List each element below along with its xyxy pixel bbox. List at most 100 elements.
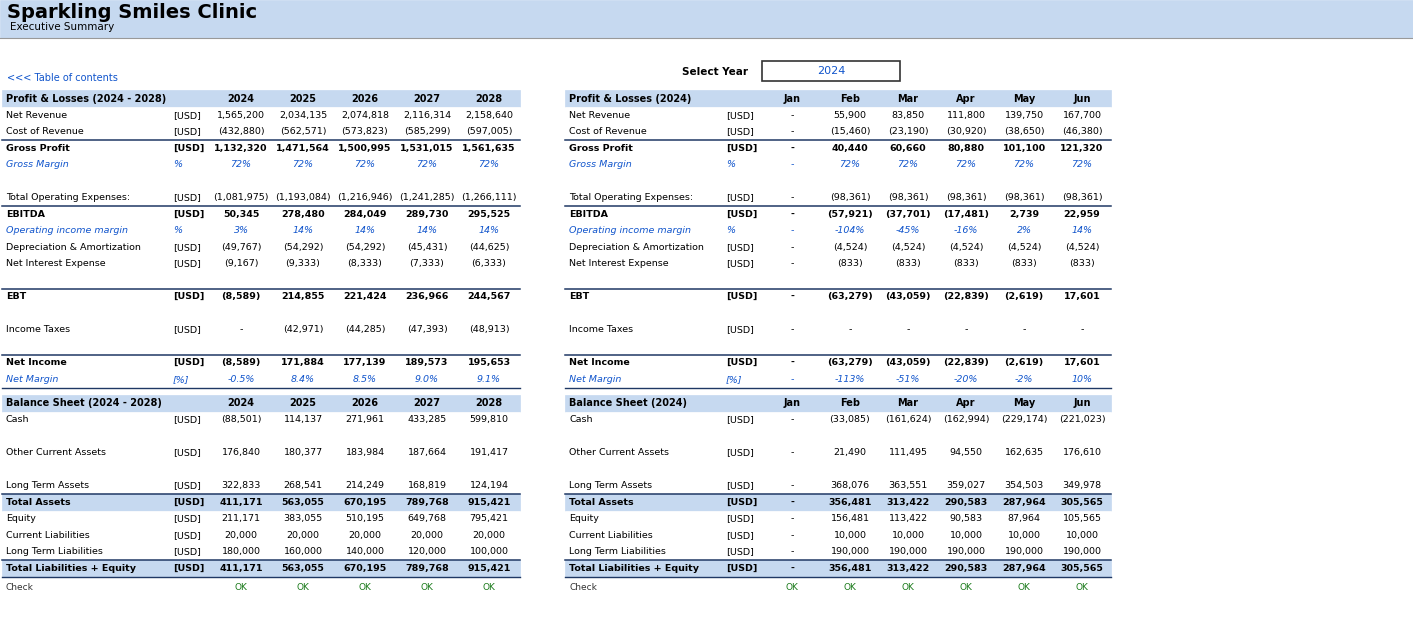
Text: (63,279): (63,279) [827, 358, 873, 368]
Text: 176,610: 176,610 [1063, 448, 1102, 457]
Text: 290,583: 290,583 [944, 563, 988, 573]
Text: [USD]: [USD] [172, 563, 205, 573]
Text: Cash: Cash [6, 415, 30, 424]
Text: Current Liabilities: Current Liabilities [569, 531, 653, 540]
Text: -104%: -104% [835, 227, 865, 235]
Text: (49,767): (49,767) [220, 243, 261, 251]
Text: 2,739: 2,739 [1009, 210, 1039, 219]
Bar [565, 124, 1111, 140]
Text: (4,524): (4,524) [948, 243, 983, 251]
Text: 114,137: 114,137 [284, 415, 322, 424]
Text: -: - [790, 127, 794, 136]
Bar [565, 90, 1111, 107]
Text: (585,299): (585,299) [404, 127, 451, 136]
Text: 9.0%: 9.0% [415, 375, 439, 384]
Text: Gross Margin: Gross Margin [6, 160, 69, 169]
Text: 195,653: 195,653 [468, 358, 510, 368]
Text: Mar: Mar [897, 398, 918, 408]
Text: 120,000: 120,000 [407, 547, 447, 556]
Text: (1,266,111): (1,266,111) [461, 193, 517, 202]
Text: 111,800: 111,800 [947, 110, 985, 120]
Bar [1, 173, 520, 190]
Text: -0.5%: -0.5% [227, 375, 254, 384]
Text: -: - [790, 210, 794, 219]
Text: (9,333): (9,333) [285, 259, 321, 268]
Bar [1, 394, 520, 411]
Text: 140,000: 140,000 [346, 547, 384, 556]
Text: (221,023): (221,023) [1058, 415, 1105, 424]
Text: -: - [790, 259, 794, 268]
Text: Apr: Apr [957, 94, 976, 104]
Text: Mar: Mar [897, 94, 918, 104]
Text: (833): (833) [1012, 259, 1037, 268]
Text: OK: OK [901, 583, 914, 592]
Text: OK: OK [959, 583, 972, 592]
Text: 915,421: 915,421 [468, 563, 510, 573]
Text: Feb: Feb [839, 398, 861, 408]
Text: 180,000: 180,000 [222, 547, 260, 556]
Bar [0, 0, 1413, 38]
Bar [1, 560, 520, 577]
Bar [565, 157, 1111, 173]
Text: (54,292): (54,292) [283, 243, 324, 251]
Text: -2%: -2% [1015, 375, 1033, 384]
Text: 167,700: 167,700 [1063, 110, 1102, 120]
Bar [1, 223, 520, 239]
Text: Equity: Equity [6, 514, 35, 524]
Bar [1, 206, 520, 223]
Text: %: % [172, 160, 182, 169]
Text: -: - [239, 325, 243, 334]
Text: 171,884: 171,884 [281, 358, 325, 368]
Text: Operating income margin: Operating income margin [569, 227, 691, 235]
Text: 2024: 2024 [817, 66, 845, 76]
Text: OK: OK [421, 583, 434, 592]
Text: 1,565,200: 1,565,200 [218, 110, 266, 120]
Bar [565, 190, 1111, 206]
Text: 670,195: 670,195 [343, 498, 387, 507]
Text: -20%: -20% [954, 375, 978, 384]
Bar [1, 305, 520, 321]
Text: -: - [790, 193, 794, 202]
Text: 2,158,640: 2,158,640 [465, 110, 513, 120]
Text: 8.4%: 8.4% [291, 375, 315, 384]
Text: Depreciation & Amortization: Depreciation & Amortization [6, 243, 141, 251]
Bar [1, 411, 520, 428]
Text: 789,768: 789,768 [406, 563, 449, 573]
Text: 121,320: 121,320 [1060, 144, 1104, 153]
Text: 214,855: 214,855 [281, 292, 325, 301]
Text: [USD]: [USD] [172, 415, 201, 424]
Text: 90,583: 90,583 [950, 514, 982, 524]
Text: 190,000: 190,000 [1063, 547, 1102, 556]
Text: 72%: 72% [230, 160, 252, 169]
Text: Profit & Losses (2024 - 2028): Profit & Losses (2024 - 2028) [6, 94, 167, 104]
Text: 670,195: 670,195 [343, 563, 387, 573]
Text: 72%: 72% [417, 160, 438, 169]
Text: 190,000: 190,000 [1005, 547, 1043, 556]
Text: OK: OK [844, 583, 856, 592]
Text: -: - [790, 448, 794, 457]
Text: 50,345: 50,345 [223, 210, 259, 219]
Text: OK: OK [1075, 583, 1088, 592]
Bar [1, 371, 520, 388]
Bar [565, 428, 1111, 444]
Bar [565, 140, 1111, 157]
Text: Balance Sheet (2024): Balance Sheet (2024) [569, 398, 687, 408]
Text: Apr: Apr [957, 398, 976, 408]
Text: [%]: [%] [726, 375, 742, 384]
Bar [565, 239, 1111, 255]
Bar [565, 272, 1111, 288]
Text: 789,768: 789,768 [406, 498, 449, 507]
Text: [USD]: [USD] [726, 531, 755, 540]
Text: -: - [790, 110, 794, 120]
Text: (229,174): (229,174) [1000, 415, 1047, 424]
Text: 2%: 2% [1016, 227, 1031, 235]
Text: (8,333): (8,333) [348, 259, 383, 268]
Text: 72%: 72% [1013, 160, 1034, 169]
Text: 359,027: 359,027 [947, 481, 985, 490]
Text: %: % [726, 227, 735, 235]
Text: -: - [906, 325, 910, 334]
Bar [1, 338, 520, 354]
Text: 14%: 14% [292, 227, 314, 235]
Bar [1, 527, 520, 544]
Text: 2025: 2025 [290, 398, 317, 408]
